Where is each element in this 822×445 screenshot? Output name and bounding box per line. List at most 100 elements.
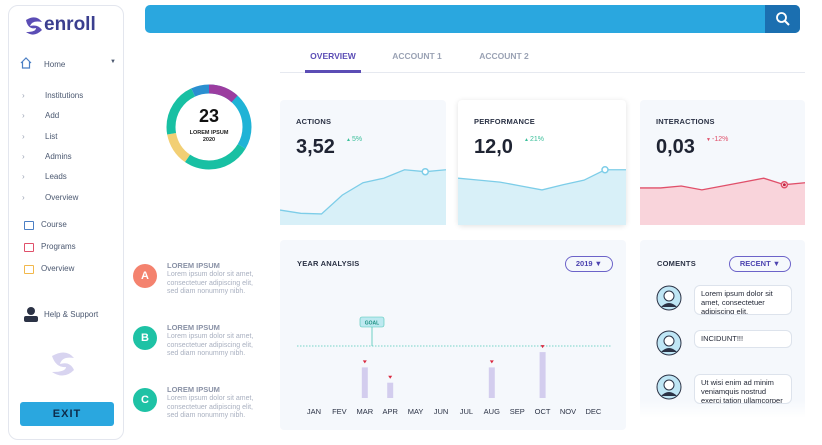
sidebar-link[interactable]: Programs bbox=[41, 242, 76, 251]
note-title: LOREM IPSUM bbox=[167, 261, 220, 270]
year-chart: GOAL JAN FEV MAR APR MAY JUN JUL AUG SEP OCT NOV DEC bbox=[297, 316, 612, 416]
donut bbox=[166, 84, 252, 170]
note-badge: C bbox=[133, 388, 157, 412]
card-value: 12,0 bbox=[474, 136, 513, 158]
note-title: LOREM IPSUM bbox=[167, 323, 220, 332]
link-icon bbox=[24, 265, 34, 274]
summary-label: LOREM IPSUM bbox=[189, 130, 229, 136]
sidebar-link[interactable]: Course bbox=[41, 220, 67, 229]
month-label: JUN bbox=[434, 407, 449, 416]
submenu-link[interactable]: List bbox=[45, 131, 58, 141]
tab[interactable]: OVERVIEW bbox=[310, 51, 356, 61]
submenu-link[interactable]: Leads bbox=[45, 172, 67, 182]
trend-marker bbox=[601, 166, 609, 174]
avatar bbox=[656, 285, 682, 311]
link-icon bbox=[24, 243, 34, 252]
month-label: FEV bbox=[332, 407, 347, 416]
note-badge: B bbox=[133, 326, 157, 350]
month-label: SEP bbox=[510, 407, 525, 416]
comments-title: COMENTS bbox=[657, 259, 696, 268]
summary-value: 23 bbox=[198, 106, 220, 126]
trend-line bbox=[640, 177, 805, 191]
card-value: 3,52 bbox=[296, 136, 335, 158]
note-text: Lorem ipsum dolor sit amet, consectetuer… bbox=[167, 395, 254, 419]
submenu-link[interactable]: Institutions bbox=[45, 91, 84, 100]
month-label: AUG bbox=[484, 407, 500, 416]
submenu-arrow: › bbox=[22, 151, 25, 161]
bar-pointer bbox=[489, 360, 494, 364]
bar bbox=[361, 367, 368, 398]
year-filter[interactable]: 2019 ▼ bbox=[565, 256, 613, 272]
search-icon bbox=[776, 12, 790, 26]
card-title: INTERACTIONS bbox=[656, 117, 715, 126]
bar-pointer bbox=[540, 345, 545, 349]
submenu-arrow: › bbox=[22, 91, 25, 100]
note-title: LOREM IPSUM bbox=[167, 385, 220, 394]
comments-filter[interactable]: RECENT ▼ bbox=[729, 256, 791, 272]
trend-line bbox=[458, 169, 626, 191]
change-arrow: ▲ bbox=[524, 137, 529, 143]
tab-underline bbox=[305, 70, 361, 73]
bar bbox=[488, 367, 495, 398]
submenu-arrow: › bbox=[22, 192, 25, 202]
comment: Ut wisi enim ad minim veniamquis nostrud… bbox=[694, 374, 792, 404]
bar bbox=[539, 352, 546, 398]
bar-pointer bbox=[388, 375, 393, 379]
trend-marker bbox=[421, 167, 429, 176]
submenu-link[interactable]: Add bbox=[45, 111, 60, 121]
avatar-body bbox=[661, 348, 677, 352]
submenu-link[interactable]: Overview bbox=[45, 192, 79, 202]
trend-chart bbox=[458, 166, 626, 225]
year-analysis-card bbox=[280, 240, 626, 430]
note-text: Lorem ipsum dolor sit amet, consectetuer… bbox=[167, 333, 254, 357]
goal-label: GOAL bbox=[365, 321, 379, 327]
month-label: DEC bbox=[585, 407, 601, 416]
card-change: -12% bbox=[712, 136, 729, 143]
tab[interactable]: ACCOUNT 1 bbox=[392, 51, 442, 61]
home-link[interactable]: Home bbox=[44, 60, 66, 69]
support-icon bbox=[24, 307, 38, 322]
trend-chart bbox=[280, 167, 446, 225]
card-title: PERFORMANCE bbox=[474, 117, 535, 126]
trend-area bbox=[280, 169, 446, 225]
submenu-arrow: › bbox=[22, 172, 25, 182]
avatar-head bbox=[663, 290, 675, 302]
card-value: 0,03 bbox=[656, 136, 695, 158]
fade bbox=[640, 400, 805, 430]
tab[interactable]: ACCOUNT 2 bbox=[479, 51, 529, 61]
avatar-body bbox=[661, 303, 677, 307]
trend-marker-dot bbox=[782, 183, 786, 187]
search-button[interactable] bbox=[765, 5, 800, 33]
submenu-link[interactable]: Admins bbox=[45, 151, 72, 161]
card-change: 21% bbox=[530, 136, 545, 143]
goal-tag bbox=[359, 316, 385, 328]
submenu-arrow: › bbox=[22, 111, 25, 121]
sidebar-link[interactable]: Overview bbox=[41, 264, 75, 273]
trend-line bbox=[280, 169, 446, 215]
tab-divider bbox=[280, 72, 805, 73]
help-link[interactable]: Help & Support bbox=[44, 310, 99, 319]
year-value: 2019 bbox=[575, 259, 593, 268]
note-badge: A bbox=[133, 264, 157, 288]
trend-area bbox=[458, 169, 626, 225]
avatar bbox=[656, 374, 682, 400]
avatar bbox=[656, 330, 682, 356]
avatar-head bbox=[663, 379, 675, 391]
card-change: 5% bbox=[352, 136, 363, 143]
exit-button[interactable]: EXIT bbox=[20, 402, 114, 426]
change-arrow: ▼ bbox=[706, 137, 711, 143]
search-bar[interactable] bbox=[145, 5, 800, 33]
link-icon bbox=[24, 221, 34, 230]
card-title: ACTIONS bbox=[296, 117, 332, 126]
submenu-arrow: › bbox=[22, 131, 25, 141]
summary-year: 2020 bbox=[202, 137, 216, 143]
month-label: MAY bbox=[408, 407, 424, 416]
note-text: Lorem ipsum dolor sit amet, consectetuer… bbox=[167, 271, 254, 295]
bar-pointer bbox=[362, 360, 367, 364]
change-arrow: ▲ bbox=[346, 137, 351, 143]
month-label: JUL bbox=[460, 407, 473, 416]
year-analysis-title: YEAR ANALYSIS bbox=[297, 259, 360, 268]
caret: ▼ bbox=[110, 59, 116, 65]
home-icon bbox=[20, 57, 32, 69]
